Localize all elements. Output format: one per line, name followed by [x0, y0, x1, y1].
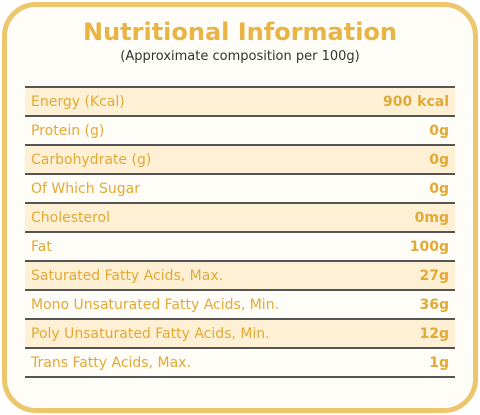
nutrition-table: Energy (Kcal) 900 kcal Protein (g) 0g Carboh…	[25, 86, 455, 378]
nutrient-value: 12g	[419, 325, 449, 342]
table-row: Mono Unsaturated Fatty Acids, Min. 36g	[25, 291, 455, 320]
table-row: Carbohydrate (g) 0g	[25, 146, 455, 175]
table-row: Of Which Sugar 0g	[25, 175, 455, 204]
title: Nutritional Information	[82, 18, 397, 46]
table-row: Saturated Fatty Acids, Max. 27g	[25, 262, 455, 291]
nutrient-value: 0g	[429, 151, 449, 168]
table-row: Protein (g) 0g	[25, 117, 455, 146]
nutrient-label: Protein (g)	[31, 122, 105, 139]
nutrient-value: 36g	[419, 296, 449, 313]
nutrient-value: 1g	[429, 354, 449, 371]
nutrient-label: Fat	[31, 238, 52, 255]
table-row: Cholesterol 0mg	[25, 204, 455, 233]
nutrient-label: Of Which Sugar	[31, 180, 141, 197]
nutrient-value: 0g	[429, 122, 449, 139]
nutrient-value: 0mg	[414, 209, 449, 226]
nutrient-label: Poly Unsaturated Fatty Acids, Min.	[31, 325, 270, 342]
nutrient-label: Trans Fatty Acids, Max.	[31, 354, 191, 371]
nutrient-label: Energy (Kcal)	[31, 93, 125, 110]
nutrient-value: 100g	[409, 238, 449, 255]
nutrient-value: 900 kcal	[383, 93, 449, 110]
table-row: Trans Fatty Acids, Max. 1g	[25, 349, 455, 378]
nutrient-value: 0g	[429, 180, 449, 197]
table-row: Energy (Kcal) 900 kcal	[25, 88, 455, 117]
table-row: Poly Unsaturated Fatty Acids, Min. 12g	[25, 320, 455, 349]
nutrient-value: 27g	[419, 267, 449, 284]
nutrient-label: Cholesterol	[31, 209, 111, 226]
nutrient-label: Carbohydrate (g)	[31, 151, 152, 168]
nutrient-label: Saturated Fatty Acids, Max.	[31, 267, 224, 284]
nutrient-label: Mono Unsaturated Fatty Acids, Min.	[31, 296, 280, 313]
subtitle: (Approximate composition per 100g)	[120, 49, 360, 64]
table-row: Fat 100g	[25, 233, 455, 262]
